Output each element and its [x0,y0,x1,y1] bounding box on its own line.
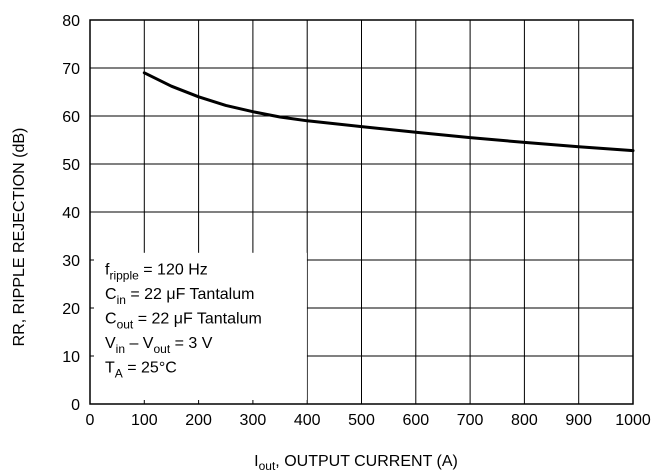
condition-line: fripple = 120 Hz [105,261,208,282]
y-tick-label: 30 [62,253,80,270]
y-tick-label: 50 [62,157,80,174]
x-tick-label: 900 [565,412,592,429]
y-tick-label: 20 [62,301,80,318]
x-tick-label: 300 [240,412,267,429]
x-tick-label: 800 [511,412,538,429]
y-tick-label: 40 [62,205,80,222]
x-tick-label: 700 [457,412,484,429]
y-tick-label: 80 [62,13,80,30]
x-tick-label: 400 [294,412,321,429]
x-tick-label: 600 [402,412,429,429]
y-tick-label: 60 [62,109,80,126]
x-axis-title: Iout, OUTPUT CURRENT (A) [254,453,458,473]
x-tick-labels: 0 100 200 300 400 500 600 700 800 900 1000 [86,412,651,429]
x-tick-label: 200 [185,412,212,429]
y-tick-labels: 0 10 20 30 40 50 60 70 80 [62,13,80,414]
y-tick-label: 10 [62,349,80,366]
condition-line: TA = 25°C [105,359,177,380]
plot-frame [89,19,634,405]
x-tick-label: 1000 [615,412,651,429]
series-line [142,71,635,153]
series-group [142,71,635,153]
y-tick-label: 0 [71,397,80,414]
x-tick-label: 500 [348,412,375,429]
test-conditions-annotation: fripple = 120 Hz Cin = 22 μF Tantalum Cout… [105,261,262,380]
y-axis-title: RR, RIPPLE REJECTION (dB) [11,128,28,347]
condition-line: Vin – Vout = 3 V [105,335,213,356]
condition-line: Cout = 22 μF Tantalum [105,310,262,331]
plot-border [89,19,634,405]
conditions-box-background [94,252,307,400]
y-tick-label: 70 [62,61,80,78]
x-tick-label: 0 [86,412,95,429]
condition-line: Cin = 22 μF Tantalum [105,286,254,307]
x-tick-label: 100 [131,412,158,429]
